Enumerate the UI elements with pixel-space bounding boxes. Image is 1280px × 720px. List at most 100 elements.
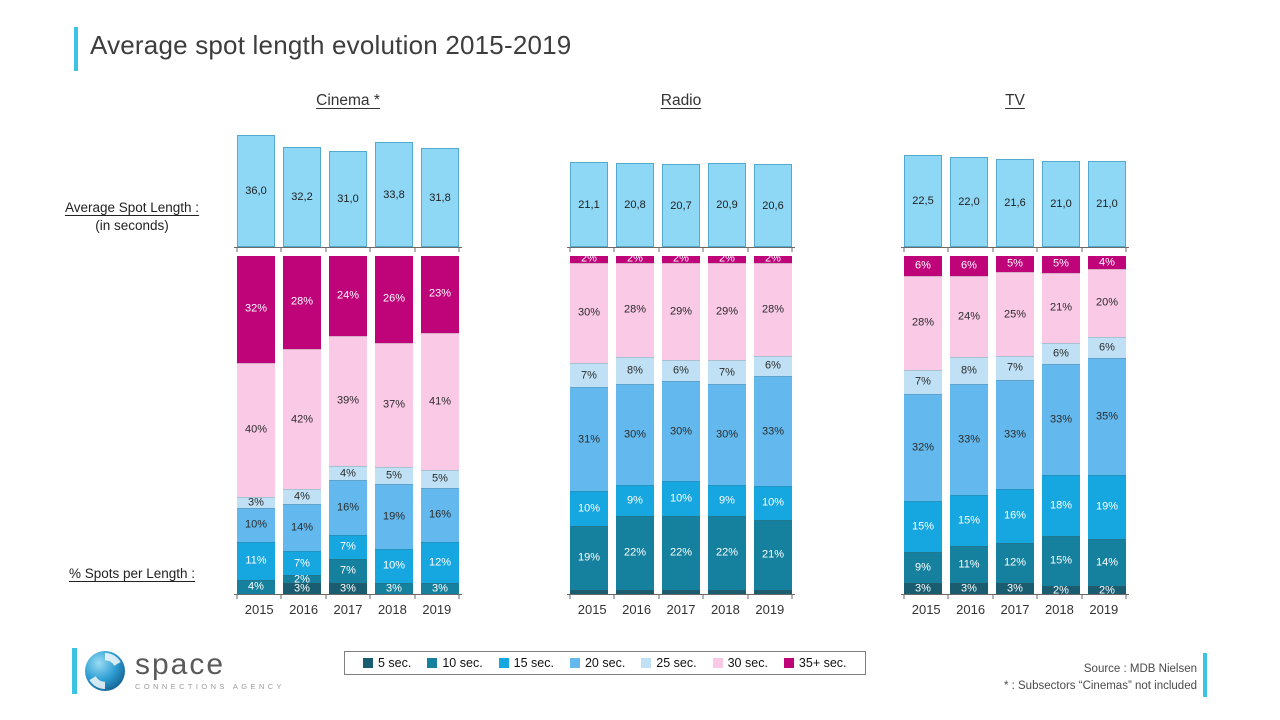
segment-value: 3% bbox=[248, 496, 264, 509]
stack-segment-30-sec: 29% bbox=[708, 262, 746, 360]
axis-tick bbox=[903, 247, 905, 252]
stacked-bar-2019: 2% 28% 6% 33% 10% 21% bbox=[754, 253, 792, 594]
stack-segment-25-sec: 7% bbox=[996, 355, 1034, 380]
avg-bar-2018: 20,9 bbox=[708, 163, 746, 247]
stack-segment-10-sec: 3% bbox=[421, 583, 459, 594]
avg-bar-2017: 20,7 bbox=[662, 164, 700, 247]
legend-swatch-30-sec bbox=[712, 658, 723, 668]
segment-value: 7% bbox=[581, 369, 597, 382]
chart-group-radio: Radio 21,1 20,8 20,7 20,9 20,6 2% 30% 7% 31% 10% 19… bbox=[567, 92, 795, 617]
space-logo-sphere-icon bbox=[85, 651, 125, 691]
axis-tick bbox=[1125, 594, 1127, 599]
segment-value: 6% bbox=[1053, 347, 1069, 360]
segment-value: 3% bbox=[294, 582, 310, 595]
axis-tick bbox=[992, 247, 994, 252]
stack-segment-25-sec: 6% bbox=[1042, 343, 1080, 365]
stack-segment-15-sec: 19% bbox=[1088, 474, 1126, 539]
stack-segment-10-sec: 4% bbox=[237, 579, 275, 594]
axis-tick bbox=[325, 594, 327, 599]
axis-tick bbox=[702, 594, 704, 599]
avg-bar-value: 31,8 bbox=[429, 191, 451, 204]
segment-value: 7% bbox=[340, 564, 356, 577]
axis-tick bbox=[791, 594, 793, 599]
avg-bar-2019: 20,6 bbox=[754, 164, 792, 247]
stack-segment-10-sec: 9% bbox=[904, 552, 942, 584]
year-label: 2017 bbox=[1000, 602, 1030, 617]
avg-bar-2015: 22,5 bbox=[904, 155, 942, 247]
avg-bar-2016: 20,8 bbox=[616, 163, 654, 247]
axis-tick bbox=[747, 594, 749, 599]
axis-tick bbox=[613, 247, 615, 252]
stack-segment-35-sec: 2% bbox=[616, 253, 654, 264]
segment-value: 6% bbox=[961, 259, 977, 272]
segment-value: 32% bbox=[911, 441, 935, 454]
axis-line bbox=[567, 247, 795, 248]
year-label: 2015 bbox=[244, 602, 274, 617]
space-logo: space CONNECTIONS AGENCY bbox=[72, 648, 285, 694]
stacked-bars-chart: 2% 30% 7% 31% 10% 19% 2% 28% 8% 30% 9% 22% 2% 29% 6% 30… bbox=[570, 253, 792, 594]
segment-value: 3% bbox=[432, 582, 448, 595]
stacked-bar-2016: 2% 28% 8% 30% 9% 22% bbox=[616, 253, 654, 594]
stack-segment-10-sec: 7% bbox=[329, 558, 367, 584]
segment-value: 19% bbox=[577, 551, 601, 564]
segment-value: 3% bbox=[915, 582, 931, 595]
legend-item-30-sec: 30 sec. bbox=[712, 656, 768, 670]
avg-bar-2019: 31,8 bbox=[421, 148, 459, 247]
year-label: 2018 bbox=[1044, 602, 1074, 617]
axis-tick bbox=[613, 594, 615, 599]
stack-segment-15-sec: 10% bbox=[662, 481, 700, 516]
segment-value: 7% bbox=[294, 557, 310, 570]
segment-value: 30% bbox=[577, 306, 601, 319]
stack-segment-35-sec: 5% bbox=[1042, 256, 1080, 273]
segment-value: 22% bbox=[715, 546, 739, 559]
avg-bar-value: 21,0 bbox=[1050, 198, 1072, 210]
avg-bar-value: 20,7 bbox=[670, 199, 692, 212]
segment-value: 3% bbox=[386, 582, 402, 595]
axis-tick bbox=[414, 247, 416, 252]
logo-tagline: CONNECTIONS AGENCY bbox=[135, 682, 285, 691]
group-title-text: Radio bbox=[660, 92, 702, 109]
segment-value: 4% bbox=[248, 580, 264, 593]
stack-segment-35-sec: 2% bbox=[570, 253, 608, 264]
stack-segment-15-sec: 9% bbox=[616, 484, 654, 516]
page-title: Average spot length evolution 2015-2019 bbox=[90, 30, 572, 60]
stack-segment-15-sec: 10% bbox=[570, 491, 608, 526]
segment-value: 6% bbox=[765, 359, 781, 372]
stack-segment-35-sec: 32% bbox=[237, 256, 275, 363]
stack-segment-30-sec: 42% bbox=[283, 348, 321, 490]
category-axis bbox=[567, 594, 795, 599]
segment-value: 5% bbox=[1053, 257, 1069, 270]
avg-bar-value: 22,5 bbox=[912, 195, 934, 207]
stacked-bars-chart: 6% 28% 7% 32% 15% 9% 3% 6% 24% 8% 33% 15% 11% 3% 5% 25%… bbox=[904, 256, 1126, 596]
stack-segment-25-sec: 3% bbox=[237, 497, 275, 508]
segment-value: 19% bbox=[1095, 500, 1119, 513]
segment-value: 9% bbox=[915, 561, 931, 574]
segment-value: 15% bbox=[1049, 554, 1073, 567]
stack-segment-35-sec: 23% bbox=[421, 256, 459, 333]
stack-segment-25-sec: 8% bbox=[616, 356, 654, 385]
stacked-bar-2016: 28% 42% 4% 14% 7% 2% 3% bbox=[283, 256, 321, 594]
stack-segment-10-sec: 19% bbox=[570, 525, 608, 590]
segment-value: 3% bbox=[340, 582, 356, 595]
avg-bar-value: 21,1 bbox=[578, 198, 600, 211]
segment-value: 26% bbox=[382, 292, 406, 305]
stack-segment-25-sec: 4% bbox=[283, 489, 321, 504]
segment-value: 33% bbox=[957, 433, 981, 446]
legend-swatch-20-sec bbox=[569, 658, 580, 668]
axis-tick bbox=[414, 594, 416, 599]
axis-tick bbox=[369, 594, 371, 599]
stacked-bar-2017: 24% 39% 4% 16% 7% 7% 3% bbox=[329, 256, 367, 594]
stacked-bar-2018: 2% 29% 7% 30% 9% 22% bbox=[708, 253, 746, 594]
stack-segment-35-sec: 28% bbox=[283, 256, 321, 349]
stack-segment-5-sec bbox=[616, 589, 654, 594]
legend-item-25-sec: 25 sec. bbox=[641, 656, 697, 670]
segment-value: 16% bbox=[1003, 509, 1027, 522]
axis-tick bbox=[1081, 594, 1083, 599]
segment-value: 40% bbox=[244, 423, 268, 436]
stack-segment-20-sec: 33% bbox=[950, 384, 988, 495]
stack-segment-5-sec bbox=[754, 589, 792, 594]
segment-value: 18% bbox=[1049, 499, 1073, 512]
segment-value: 7% bbox=[719, 366, 735, 379]
stack-segment-15-sec: 10% bbox=[754, 485, 792, 520]
stack-segment-30-sec: 29% bbox=[662, 262, 700, 360]
